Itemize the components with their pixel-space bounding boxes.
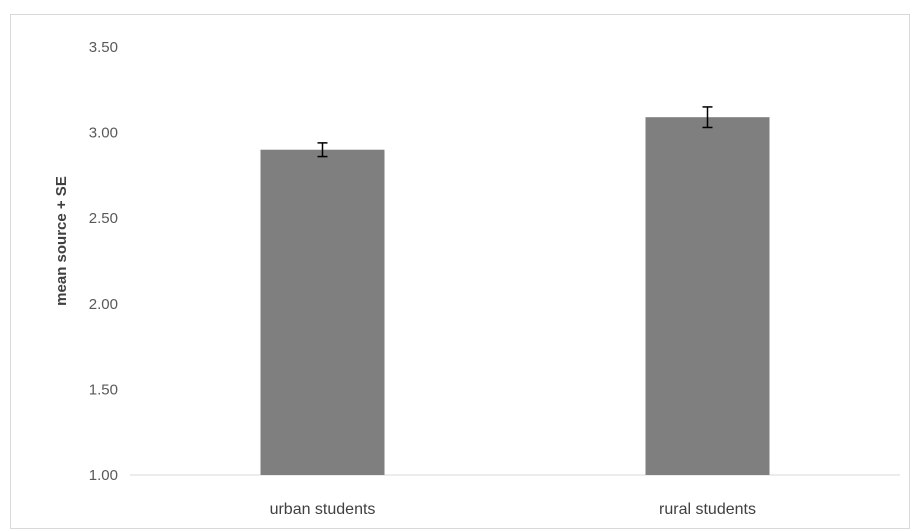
y-tick-label: 1.50 [89, 381, 118, 398]
bars [260, 117, 770, 475]
x-tick-label: rural students [659, 501, 756, 518]
y-tick-label: 2.00 [89, 296, 118, 313]
y-axis-ticks: 1.00 1.50 2.00 2.50 3.00 3.50 [89, 39, 118, 484]
bar-rural-students [645, 117, 770, 475]
y-tick-label: 2.50 [89, 210, 118, 227]
y-axis-title: mean source + SE [53, 176, 70, 306]
x-tick-label: urban students [270, 501, 376, 518]
error-bar-rural-students [702, 106, 713, 129]
error-bar-urban-students [317, 142, 328, 158]
x-axis-labels: urban students rural students [270, 501, 756, 518]
y-tick-label: 1.00 [89, 467, 118, 484]
bar-urban-students [260, 149, 385, 475]
y-tick-label: 3.00 [89, 125, 118, 142]
y-tick-label: 3.50 [89, 39, 118, 56]
error-bars [317, 106, 713, 158]
